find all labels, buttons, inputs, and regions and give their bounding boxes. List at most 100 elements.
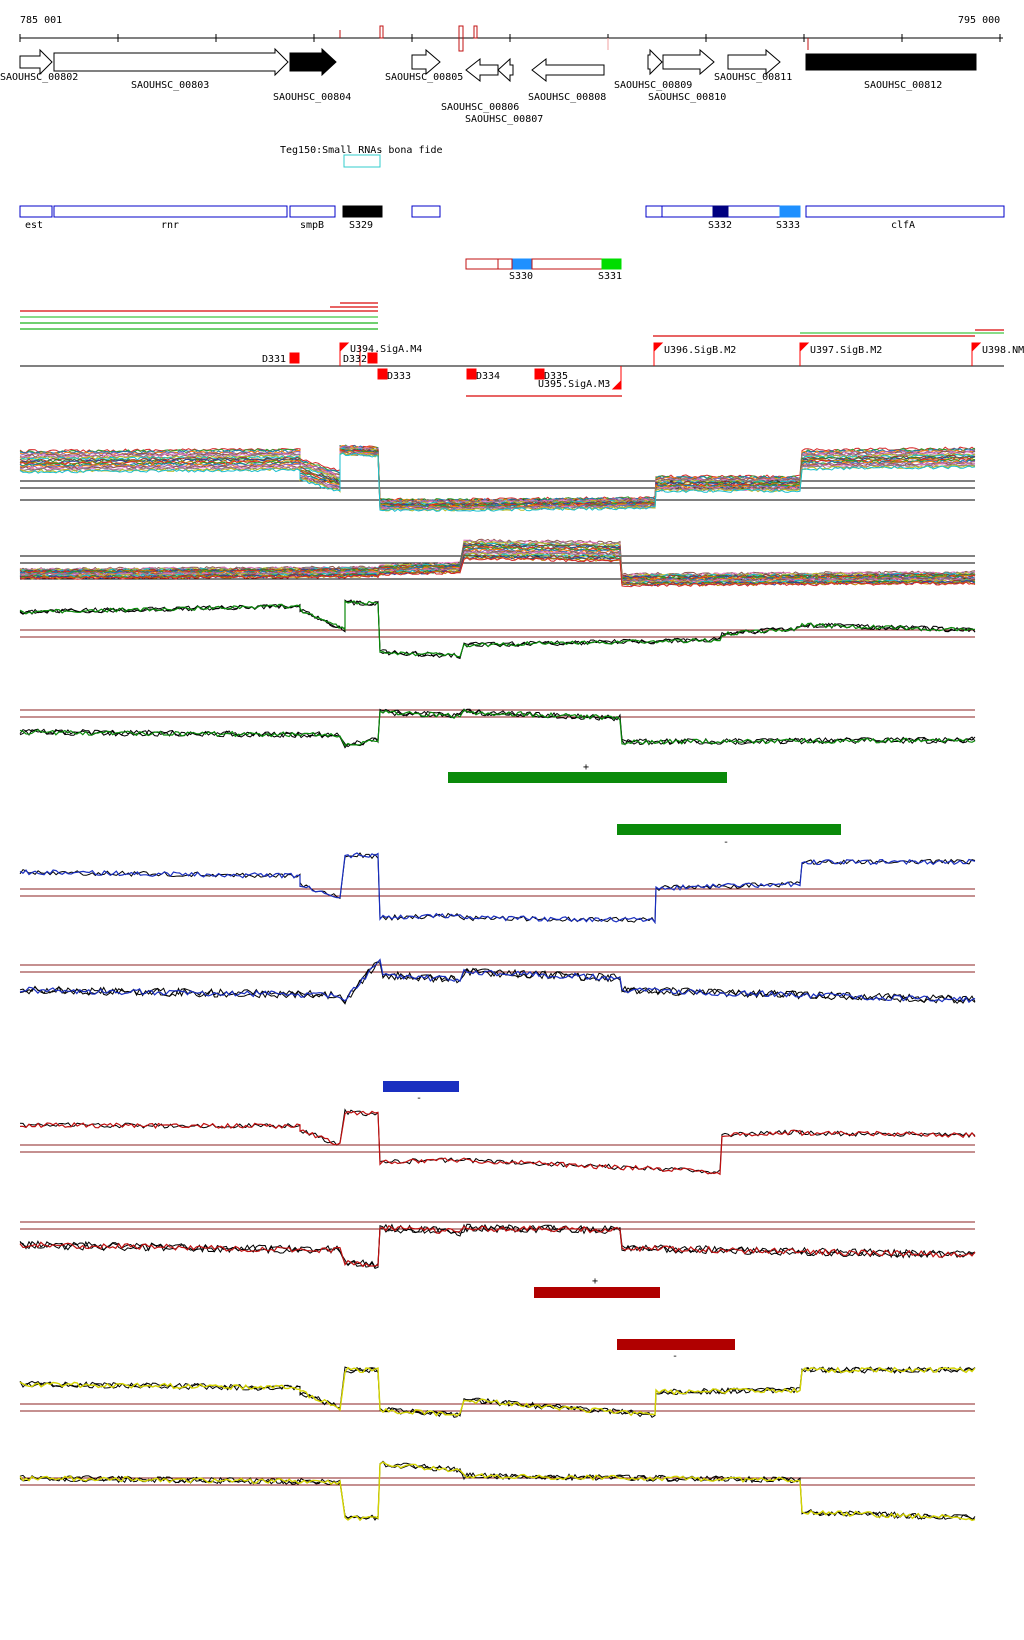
transcript-lines: [20, 302, 1004, 397]
strand-mark-minus: -: [723, 837, 729, 848]
annotation-feature[interactable]: [805, 205, 1005, 218]
strand-mark-plus: +: [583, 762, 589, 773]
promoter-label: D331: [262, 354, 286, 365]
promoter-labels: D331 D332 U394.SigA.M4 U396.SigB.M2 U397…: [262, 344, 1024, 390]
promoter-mark[interactable]: [653, 342, 664, 353]
expression-profile-line: [19, 852, 976, 925]
gene-arrow[interactable]: [531, 57, 605, 83]
promoter-mark[interactable]: [339, 342, 350, 353]
segment-bar[interactable]: [383, 1081, 459, 1092]
gene-arrow[interactable]: [53, 47, 289, 77]
gene-arrow[interactable]: [411, 48, 441, 76]
expression-profile-line: [19, 556, 976, 587]
gene-label: SAOUHSC_00803: [131, 80, 209, 91]
gene-label: SAOUHSC_00810: [648, 92, 726, 103]
promoter-mark[interactable]: [534, 368, 545, 380]
expression-profile-line: [19, 1366, 976, 1418]
annotation-feature[interactable]: [497, 258, 513, 270]
promoter-label: U398.NM: [982, 345, 1024, 356]
expression-profile-line: [19, 557, 976, 588]
promoter-mark[interactable]: [377, 368, 388, 380]
segment-bar[interactable]: [617, 1339, 735, 1350]
annotation-feature[interactable]: [661, 205, 801, 218]
expression-profile-line: [19, 1460, 976, 1521]
annotation-label: S331: [598, 271, 622, 282]
expression-profile-line: [19, 1110, 976, 1176]
promoter-label: D335: [544, 371, 568, 382]
expression-profile-line: [19, 961, 976, 1005]
annotation-feature[interactable]: [289, 205, 336, 218]
annotation-labels-plus: est rnr smpB S329 S332 S333 clfA: [25, 220, 915, 231]
promoter-label: U394.SigA.M4: [350, 344, 422, 355]
segmentation-bars: + - - + -: [383, 762, 841, 1362]
annotation-feature[interactable]: [531, 258, 603, 270]
expression-profile-line: [19, 553, 976, 585]
segment-bar[interactable]: [534, 1287, 660, 1298]
strand-mark-minus: -: [672, 1351, 678, 1362]
annotation-feature[interactable]: [645, 205, 663, 218]
annotation-labels-minus: S330 S331: [509, 271, 622, 282]
gene-track: [19, 47, 977, 83]
gene-arrow[interactable]: [465, 57, 499, 83]
promoter-mark[interactable]: [466, 368, 477, 380]
promoter-track: [20, 342, 1004, 390]
small-rna-feature[interactable]: [343, 154, 381, 168]
expression-profile-line: [19, 451, 976, 511]
expression-profile-line: [19, 1366, 976, 1417]
expression-profile-line: [19, 452, 976, 513]
expression-profile-line: [19, 708, 976, 749]
annotation-feature[interactable]: [512, 258, 532, 270]
annotation-label: clfA: [891, 220, 915, 231]
gene-arrow[interactable]: [289, 47, 337, 77]
promoter-mark[interactable]: [367, 352, 378, 364]
promoter-label: U395.SigA.M3: [538, 379, 610, 390]
annotation-feature[interactable]: [712, 205, 729, 218]
segment-bar[interactable]: [448, 772, 727, 783]
gene-arrow[interactable]: [19, 48, 53, 76]
expression-profile-line: [19, 447, 976, 506]
promoter-label: U396.SigB.M2: [664, 345, 736, 356]
expression-profile-line: [19, 600, 976, 658]
annotation-feature[interactable]: [53, 205, 288, 218]
gene-label: SAOUHSC_00809: [614, 80, 692, 91]
expression-profile-line: [19, 1366, 976, 1418]
gene-labels: SAOUHSC_00802 SAOUHSC_00803 SAOUHSC_0080…: [0, 72, 942, 125]
annotation-feature[interactable]: [465, 258, 499, 270]
expression-profile-line: [19, 599, 976, 659]
gene-label: SAOUHSC_00808: [528, 92, 606, 103]
annotation-label: est: [25, 220, 43, 231]
annotation-feature[interactable]: [411, 205, 441, 218]
annotation-feature[interactable]: [601, 258, 622, 270]
gene-label: SAOUHSC_00806: [441, 102, 519, 113]
annotation-feature[interactable]: [342, 205, 383, 218]
promoter-mark[interactable]: [971, 342, 982, 353]
coordinate-ruler: 785 001 795 000: [19, 15, 1003, 52]
promoter-mark[interactable]: [799, 342, 810, 353]
gene-label: SAOUHSC_00812: [864, 80, 942, 91]
promoter-label: D332: [343, 354, 367, 365]
annotation-label: S332: [708, 220, 732, 231]
gene-arrow[interactable]: [647, 48, 663, 76]
expression-profile-line: [19, 451, 976, 512]
expression-profile-line: [19, 708, 976, 747]
gene-label: SAOUHSC_00807: [465, 114, 543, 125]
annotation-label: S329: [349, 220, 373, 231]
gene-label: SAOUHSC_00805: [385, 72, 463, 83]
track-title: Teg150:Small RNAs bona fide: [280, 145, 443, 156]
promoter-label: D333: [387, 371, 411, 382]
gene-arrow[interactable]: [727, 48, 781, 76]
annotation-label: S333: [776, 220, 800, 231]
gene-arrow[interactable]: [805, 53, 977, 71]
expression-profile-line: [19, 959, 976, 1005]
promoter-mark[interactable]: [611, 379, 622, 390]
expression-profile-line: [19, 708, 976, 748]
gene-arrow[interactable]: [662, 48, 715, 76]
gene-arrow[interactable]: [497, 57, 514, 83]
promoter-mark[interactable]: [289, 352, 300, 364]
expression-profile-line: [20, 447, 976, 505]
annotation-feature[interactable]: [19, 205, 53, 218]
annotation-label: rnr: [161, 220, 179, 231]
annotation-feature[interactable]: [779, 205, 801, 218]
gene-label: SAOUHSC_00804: [273, 92, 351, 103]
segment-bar[interactable]: [617, 824, 841, 835]
